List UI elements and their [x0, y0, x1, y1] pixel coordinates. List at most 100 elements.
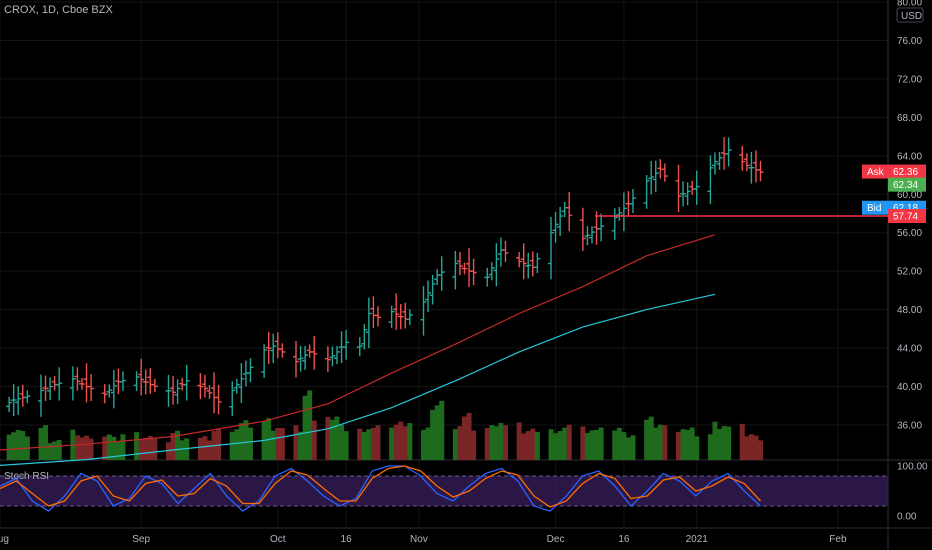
volume-bar [74, 435, 80, 460]
volume-bar [275, 427, 281, 460]
volume-bar [489, 425, 495, 460]
volume-bar [694, 436, 700, 460]
stoch-rsi-pane: Stoch RSI [0, 465, 888, 512]
volume-bar [389, 427, 395, 460]
volume-bar [279, 427, 285, 460]
volume-bar [584, 433, 590, 460]
volume-bar [726, 426, 732, 460]
stoch-tick-label: 100.00 [897, 462, 928, 473]
tag-label: Bid [867, 203, 881, 214]
volume-bar [753, 435, 759, 460]
volume-bar [471, 430, 477, 460]
volume-bar [329, 419, 335, 460]
volume-bar [147, 435, 153, 460]
price-axis[interactable]: 80.00 76.00 72.00 68.00 64.00 60.00 56.00 52.00… [896, 0, 928, 523]
volume-bar [653, 427, 659, 460]
volume-bar [20, 431, 26, 460]
price-tick-label: 52.00 [897, 267, 922, 278]
volume-bar [598, 427, 604, 460]
volume-bar [43, 425, 49, 460]
volume-bar [757, 440, 763, 460]
volume-bar [88, 438, 94, 460]
volume-bar [47, 443, 53, 460]
volume-bar [717, 429, 723, 460]
stoch-tick-label: 0.00 [897, 512, 917, 523]
volume-bar [439, 400, 445, 460]
price-tick-label: 80.00 [897, 0, 922, 9]
volume-bar [425, 427, 431, 460]
volume-bar [120, 434, 126, 460]
volume-bar [630, 435, 636, 460]
volume-bar [311, 420, 317, 460]
volume-bar [430, 409, 436, 460]
volume-bar [466, 412, 472, 460]
volume-bar [56, 439, 62, 460]
time-tick-label: 16 [618, 534, 630, 545]
currency-box [896, 7, 924, 23]
time-axis[interactable]: Aug Sep Oct 16 Nov Dec 16 2021 Feb [0, 534, 847, 545]
volume-bar [721, 426, 727, 460]
time-tick-label: Nov [410, 534, 428, 545]
volume-bar [612, 430, 618, 460]
volume-bar [238, 423, 244, 460]
price-tick-label: 64.00 [897, 151, 922, 162]
volume-bar [393, 424, 399, 460]
price-tag-box [888, 177, 926, 192]
volume-bar [52, 441, 58, 460]
tag-label: Ask [867, 167, 885, 178]
volume-bar [15, 429, 21, 460]
symbol-header[interactable]: CROX, 1D, Cboe BZX [4, 4, 113, 16]
volume-bar [370, 427, 376, 460]
volume-bar [566, 424, 572, 460]
price-tag-value: 62.18 [893, 203, 918, 214]
moving-averages [0, 234, 716, 466]
volume-bar [534, 431, 540, 460]
price-tag-box [888, 208, 926, 223]
volume-bar [548, 429, 554, 460]
volume-bar [421, 429, 427, 460]
ma-red-line [0, 234, 716, 451]
price-tag-value: 62.34 [893, 180, 918, 191]
tag-label-box [862, 164, 888, 179]
stoch-line-d [0, 465, 761, 508]
volume-bar [79, 437, 85, 460]
volume-bar [516, 422, 522, 460]
time-tick-label: Feb [829, 534, 847, 545]
volume-bar [216, 428, 222, 460]
volume-bar [111, 436, 117, 460]
volume-bar [143, 437, 149, 460]
price-tick-label: 60.00 [897, 190, 922, 201]
volume-bar [594, 429, 600, 460]
time-tick-label: Aug [0, 534, 9, 545]
time-tick-label: Oct [270, 534, 286, 545]
volume-bar [334, 416, 340, 460]
volume-bar [229, 431, 235, 460]
volume-bar [493, 426, 499, 460]
volume-bar [38, 427, 44, 460]
volume-bar [102, 436, 108, 460]
volume-bar [302, 395, 308, 460]
volume-bar [616, 427, 622, 460]
volume-bar [366, 429, 372, 460]
volume-bar [152, 438, 158, 460]
volume-bar [748, 434, 754, 460]
volume-bar [170, 433, 176, 460]
time-tick-label: Sep [132, 534, 150, 545]
volume-bar [562, 427, 568, 460]
volume-bar [452, 429, 458, 460]
volume-bar [530, 428, 536, 460]
price-tick-label: 44.00 [897, 344, 922, 355]
volume-bar [712, 421, 718, 460]
volume-bar [502, 425, 508, 460]
volume-bar [175, 430, 181, 460]
volume-bar [361, 431, 367, 460]
volume-bar [685, 429, 691, 460]
volume-bar [325, 416, 331, 460]
volume-bar [498, 423, 504, 460]
volume-bar [11, 432, 17, 460]
price-tick-label: 36.00 [897, 421, 922, 432]
volume-bar [662, 425, 668, 460]
volume-bar [106, 434, 112, 460]
